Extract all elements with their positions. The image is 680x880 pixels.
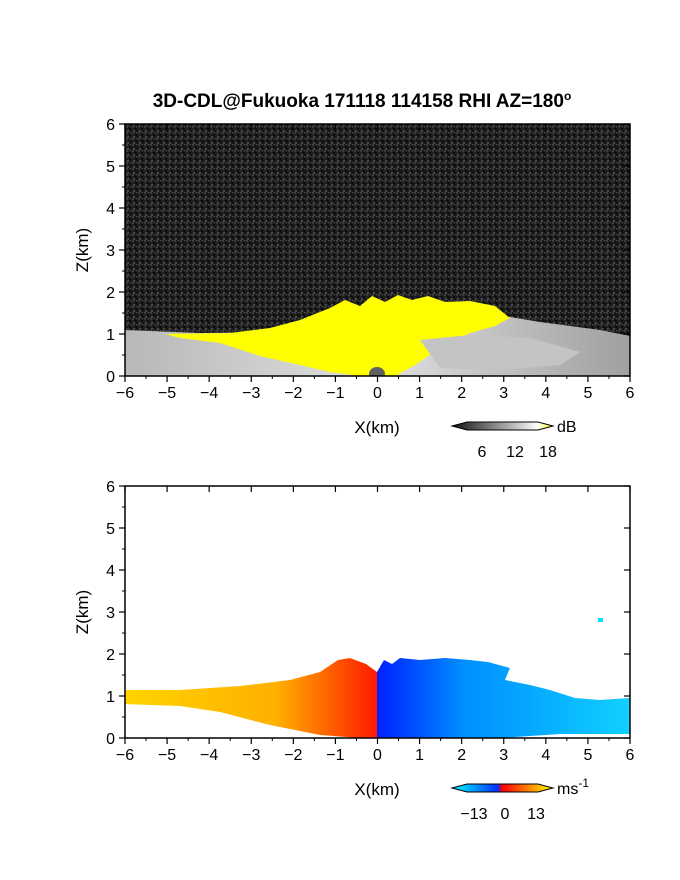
x-tick-label: 2 [457, 385, 466, 402]
y-tick-label: 3 [106, 243, 115, 260]
x-tick-label: 1 [415, 385, 424, 402]
colorbar-unit: ms-1 [557, 776, 589, 798]
reflectivity-field [125, 295, 630, 376]
y-tick-label: 1 [106, 689, 115, 706]
y-tick-label: 4 [106, 563, 115, 580]
colorbar-unit: dB [557, 419, 577, 436]
x-tick-label: −3 [242, 747, 260, 764]
approaching-warm [125, 658, 377, 738]
x-tick-label: −5 [158, 385, 176, 402]
x-tick-label: 0 [373, 747, 382, 764]
x-tick-label: −2 [284, 747, 302, 764]
outlier-echo [598, 618, 603, 622]
y-tick-label: 5 [106, 159, 115, 176]
x-tick-label: −2 [284, 385, 302, 402]
x-tick-label: −4 [200, 385, 218, 402]
y-tick-label: 4 [106, 201, 115, 218]
x-tick-label: 4 [541, 747, 550, 764]
y-tick-label: 0 [106, 731, 115, 748]
axes-velocity: −6 −5 −4 −3 −2 −1 0 1 2 3 4 5 6 0 1 2 3 4 5 6 [106, 479, 634, 764]
x-tick-label: −6 [116, 747, 134, 764]
x-tick-label: 6 [626, 385, 635, 402]
y-tick-label: 5 [106, 521, 115, 538]
colorbar-tick-label: 12 [506, 444, 524, 461]
colorbar-tick-label: 13 [527, 806, 545, 823]
x-tick-label: 0 [373, 385, 382, 402]
y-tick-label: 6 [106, 117, 115, 134]
ylabel: Z(km) [73, 590, 92, 634]
y-tick-label: 3 [106, 605, 115, 622]
colorbar-tick-label: 0 [501, 806, 510, 823]
colorbar-bar [450, 783, 555, 793]
panel-velocity: −6 −5 −4 −3 −2 −1 0 1 2 3 4 5 6 0 1 2 3 4 5 6 Z(km) X(km) m… [73, 479, 635, 823]
colorbar-tick-label: 6 [478, 444, 487, 461]
gray-wedge-right [420, 335, 580, 370]
chart-title: 3D-CDL@Fukuoka 171118 114158 RHI AZ=180o [153, 89, 572, 112]
x-tick-label: −3 [242, 385, 260, 402]
velocity-field [125, 618, 630, 738]
axes-reflectivity: −6 −5 −4 −3 −2 −1 0 1 2 3 4 5 6 0 1 2 3 4 5 6 [106, 117, 634, 402]
x-tick-label: 6 [626, 747, 635, 764]
x-tick-label: −4 [200, 747, 218, 764]
x-tick-label: 5 [583, 385, 592, 402]
x-tick-label: 3 [499, 385, 508, 402]
radar-site [369, 367, 385, 376]
y-tick-label: 1 [106, 327, 115, 344]
colorbar-reflectivity: dB 6 12 18 [450, 419, 577, 461]
ylabel: Z(km) [73, 228, 92, 272]
colorbar-tick-label: 18 [539, 444, 557, 461]
xlabel: X(km) [354, 780, 399, 799]
x-tick-label: −5 [158, 747, 176, 764]
receding-cool [377, 658, 630, 738]
x-tick-label: −1 [326, 385, 344, 402]
y-tick-label: 0 [106, 369, 115, 386]
x-tick-label: −6 [116, 385, 134, 402]
x-tick-label: 3 [499, 747, 508, 764]
colorbar-bar [450, 421, 555, 431]
x-tick-label: 2 [457, 747, 466, 764]
xlabel: X(km) [354, 418, 399, 437]
colorbar-tick-label: −13 [460, 806, 487, 823]
y-tick-label: 6 [106, 479, 115, 496]
colorbar-velocity: ms-1 −13 0 13 [450, 776, 589, 823]
x-tick-label: −1 [326, 747, 344, 764]
strong-echo-yellow [165, 295, 510, 376]
y-tick-label: 2 [106, 647, 115, 664]
y-tick-label: 2 [106, 285, 115, 302]
x-tick-label: 1 [415, 747, 424, 764]
x-tick-label: 5 [583, 747, 592, 764]
x-tick-label: 4 [541, 385, 550, 402]
